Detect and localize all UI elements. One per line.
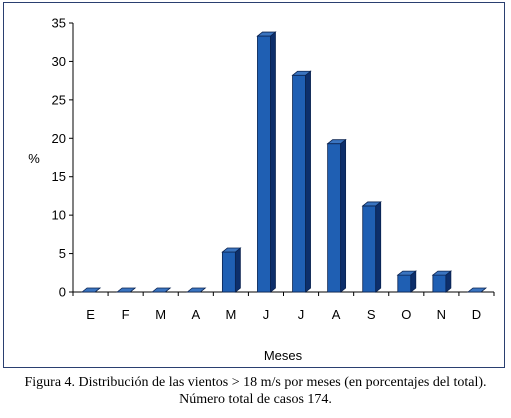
bar-front bbox=[432, 274, 447, 293]
bar-top bbox=[361, 201, 382, 207]
chart-axes bbox=[72, 23, 494, 293]
y-tick-label: 25 bbox=[52, 92, 66, 107]
bar bbox=[326, 138, 347, 293]
bar-front bbox=[221, 251, 236, 293]
bar bbox=[291, 70, 312, 293]
bar-top bbox=[186, 287, 207, 293]
bar-top bbox=[291, 70, 312, 76]
bar-top bbox=[115, 287, 137, 293]
bar bbox=[396, 270, 417, 293]
bar-top bbox=[326, 139, 347, 145]
bar-top bbox=[466, 287, 488, 293]
y-axis-ticks: 0 5 10 15 20 25 30 35 bbox=[52, 16, 73, 300]
x-tick-label: F bbox=[122, 307, 130, 322]
bar-side bbox=[305, 70, 311, 293]
bar-side bbox=[234, 247, 241, 293]
figure-caption: Figura 4. Distribución de las vientos > … bbox=[0, 374, 511, 408]
y-tick-label: 20 bbox=[52, 131, 66, 146]
bar-top bbox=[256, 31, 277, 37]
bar bbox=[431, 270, 453, 293]
x-tick-label: A bbox=[191, 307, 200, 322]
y-tick-label: 0 bbox=[59, 285, 66, 300]
bar bbox=[466, 287, 488, 293]
bar bbox=[115, 287, 137, 293]
bar-front bbox=[257, 35, 271, 293]
caption-line-1: Figura 4. Distribución de las vientos > … bbox=[24, 375, 487, 390]
bar-front bbox=[397, 274, 412, 293]
x-axis-title: Meses bbox=[264, 348, 303, 363]
bar-side bbox=[270, 31, 276, 293]
y-tick-label: 10 bbox=[52, 208, 66, 223]
x-tick-label: J bbox=[298, 307, 305, 322]
chart-bars bbox=[80, 31, 488, 293]
bar bbox=[221, 247, 242, 293]
caption-line-2: Número total de casos 174. bbox=[179, 392, 332, 407]
bar-chart: 0 5 10 15 20 25 30 35 E F M A M J J A S O N D % Meses bbox=[28, 16, 495, 363]
x-tick-label: O bbox=[401, 307, 411, 322]
y-tick-label: 30 bbox=[52, 54, 66, 69]
x-tick-label: N bbox=[437, 307, 446, 322]
bar bbox=[80, 287, 102, 293]
x-tick-label: D bbox=[472, 307, 481, 322]
bar-top bbox=[431, 270, 453, 276]
y-axis-title: % bbox=[28, 151, 40, 166]
y-tick-label: 15 bbox=[52, 169, 66, 184]
bar-front bbox=[292, 74, 306, 293]
bar bbox=[186, 287, 207, 293]
bar-top bbox=[396, 270, 417, 276]
x-tick-label: J bbox=[263, 307, 270, 322]
bar-top bbox=[221, 247, 242, 253]
bar-front bbox=[362, 205, 377, 293]
bar bbox=[151, 287, 172, 293]
bar-top bbox=[151, 287, 172, 293]
bar-front bbox=[327, 143, 342, 293]
x-tick-label: M bbox=[155, 307, 166, 322]
bar bbox=[256, 31, 277, 293]
x-tick-label: A bbox=[332, 307, 341, 322]
chart-frame: 0 5 10 15 20 25 30 35 E F M A M J J A S O N D % Meses bbox=[3, 2, 505, 368]
bar bbox=[361, 201, 382, 293]
y-tick-label: 35 bbox=[52, 16, 66, 31]
x-tick-label: M bbox=[225, 307, 236, 322]
y-tick-label: 5 bbox=[59, 246, 66, 261]
x-tick-label: S bbox=[367, 307, 376, 322]
bar-side bbox=[340, 138, 347, 293]
x-tick-label: E bbox=[86, 307, 95, 322]
bar-top bbox=[80, 287, 102, 293]
bar-side bbox=[375, 201, 382, 293]
